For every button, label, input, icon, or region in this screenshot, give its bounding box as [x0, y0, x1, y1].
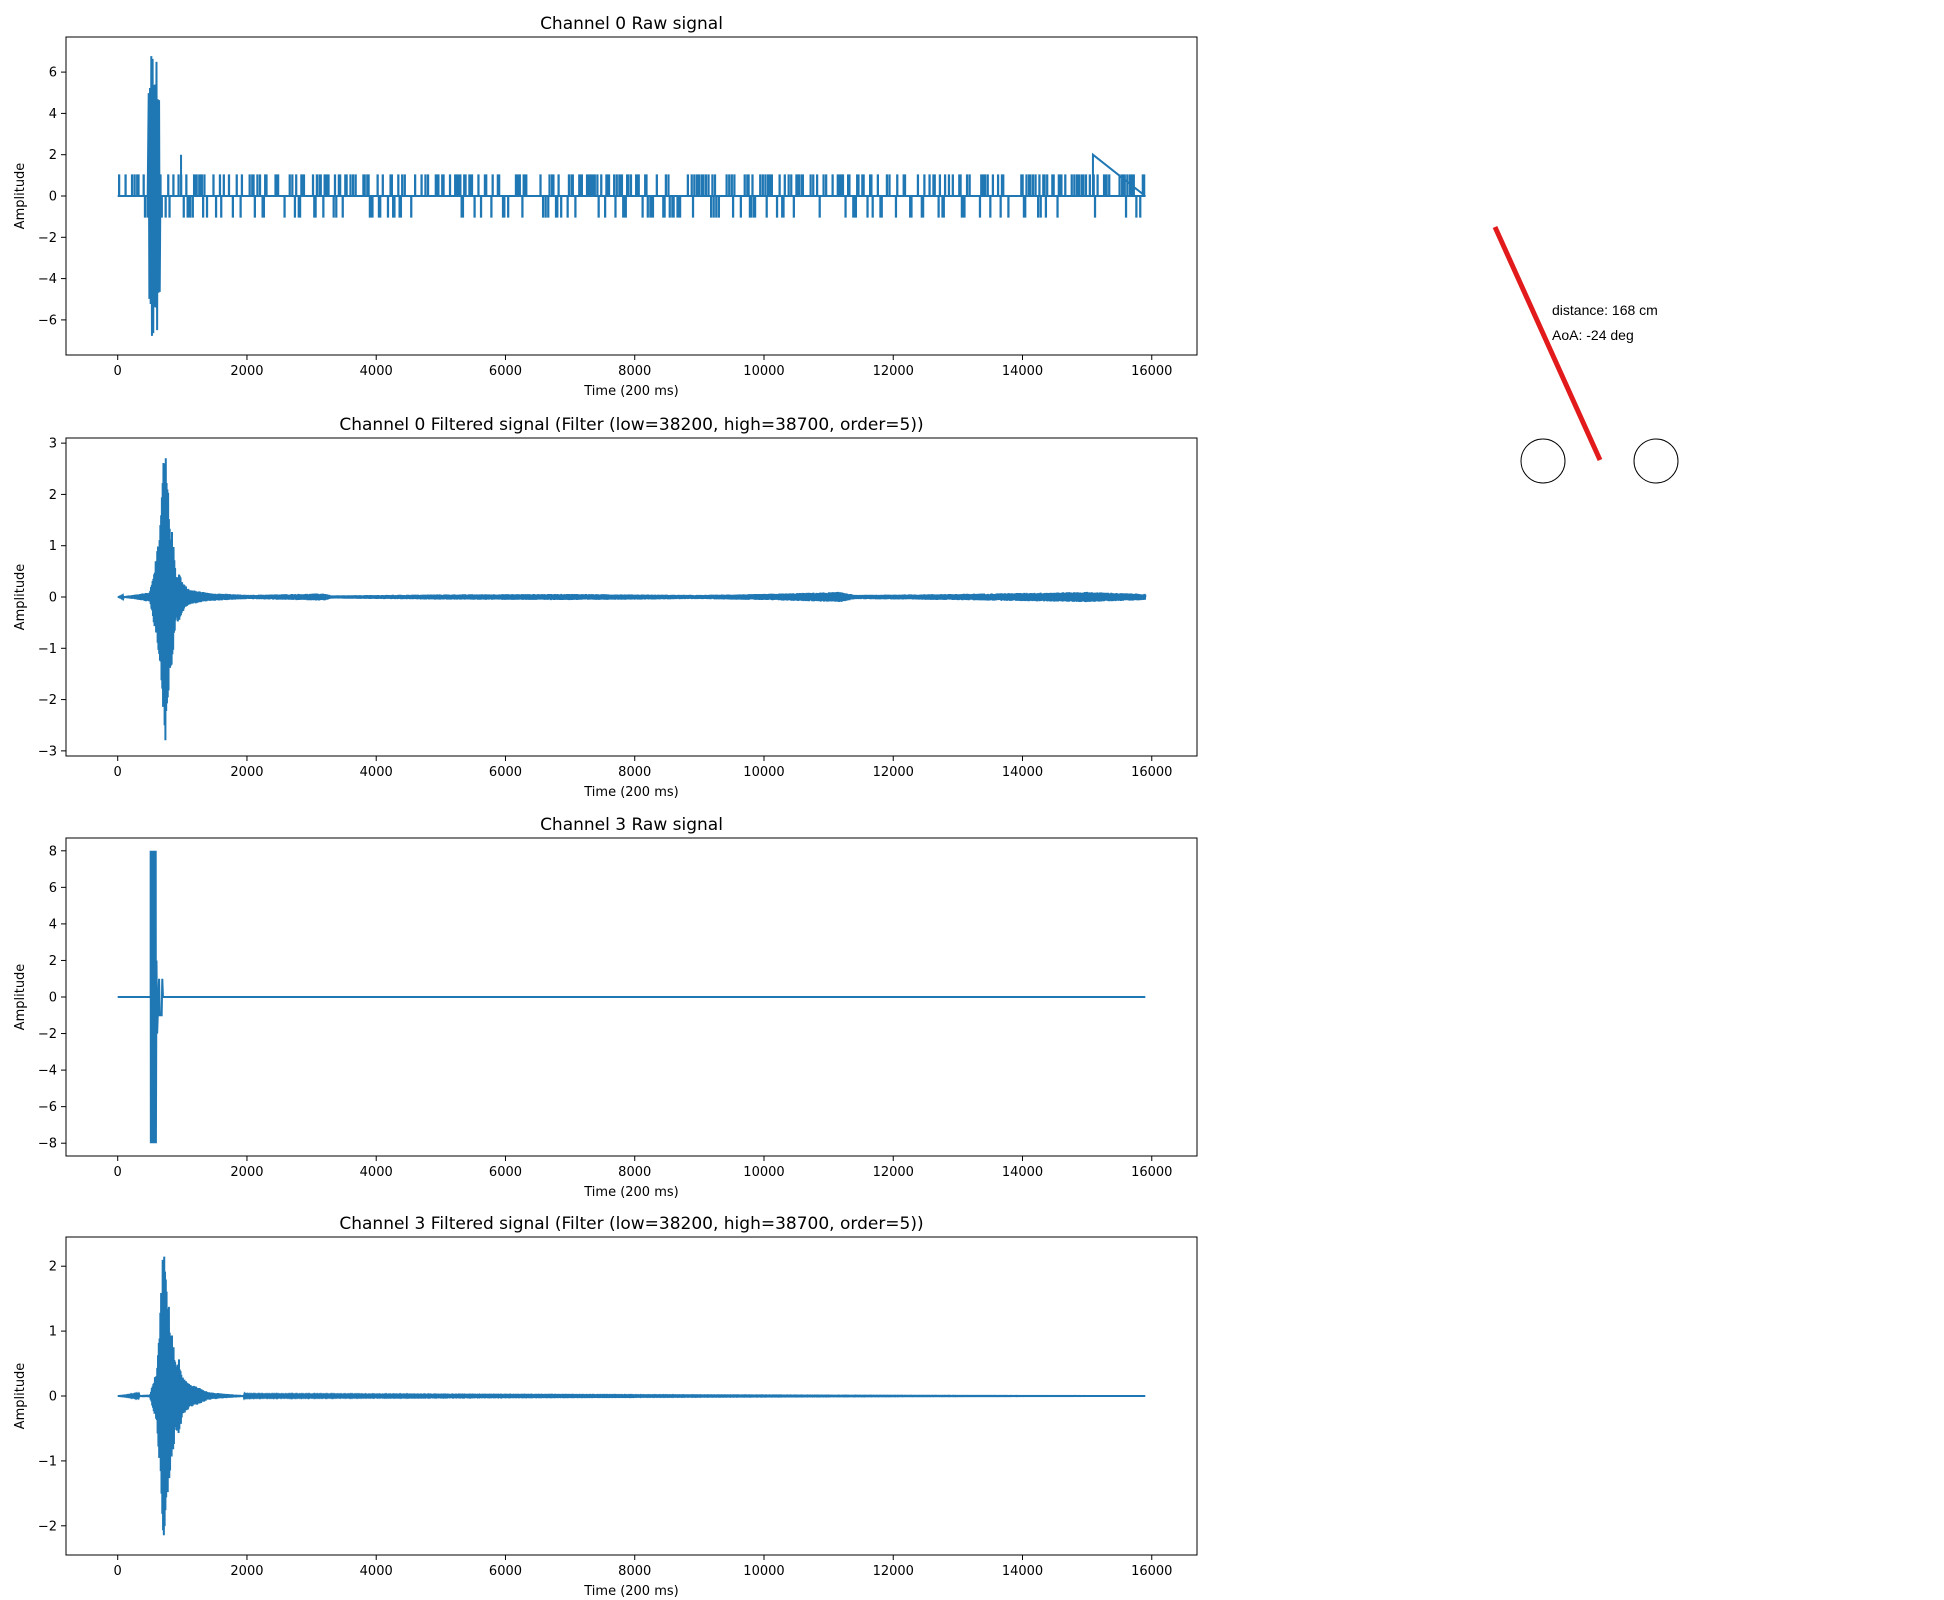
y-axis-label: Amplitude: [13, 964, 28, 1031]
y-tick-label: −2: [38, 231, 57, 246]
x-tick-label: 4000: [360, 1564, 393, 1579]
y-tick-label: 2: [49, 488, 57, 503]
x-tick-label: 14000: [1002, 1564, 1043, 1579]
y-tick-label: 1: [49, 539, 57, 554]
x-tick-label: 2000: [230, 765, 263, 780]
y-tick-label: −1: [38, 1454, 57, 1469]
y-tick-label: −3: [38, 744, 57, 759]
y-tick-label: 0: [49, 190, 57, 205]
x-tick-label: 14000: [1002, 364, 1043, 379]
y-tick-label: −4: [38, 272, 57, 287]
distance-label: distance: 168 cm: [1552, 302, 1658, 318]
x-tick-label: 0: [114, 1165, 122, 1180]
x-tick-label: 2000: [230, 1564, 263, 1579]
chart-3: Channel 3 Filtered signal (Filter (low=3…: [13, 1214, 1198, 1599]
x-tick-label: 12000: [873, 1564, 914, 1579]
x-axis-label: Time (200 ms): [583, 1185, 678, 1200]
chart-title: Channel 3 Filtered signal (Filter (low=3…: [339, 1214, 923, 1234]
right-microphone-icon: [1633, 438, 1679, 484]
x-tick-label: 16000: [1131, 765, 1172, 780]
x-tick-label: 2000: [230, 1165, 263, 1180]
chart-title: Channel 0 Raw signal: [540, 14, 723, 34]
chart-1: Channel 0 Filtered signal (Filter (low=3…: [13, 415, 1198, 800]
x-tick-label: 8000: [618, 1165, 651, 1180]
y-tick-label: 2: [49, 1260, 57, 1275]
x-tick-label: 16000: [1131, 1165, 1172, 1180]
x-tick-label: 0: [114, 765, 122, 780]
y-tick-label: 0: [49, 991, 57, 1006]
x-tick-label: 10000: [743, 364, 784, 379]
y-tick-label: 4: [49, 917, 57, 932]
x-tick-label: 8000: [618, 1564, 651, 1579]
series-line: [117, 1256, 1146, 1536]
x-tick-label: 0: [114, 1564, 122, 1579]
x-tick-label: 6000: [489, 1165, 522, 1180]
y-tick-label: 8: [49, 844, 57, 859]
x-tick-label: 10000: [743, 765, 784, 780]
series-line: [117, 850, 1146, 1144]
y-tick-label: 1: [49, 1325, 57, 1340]
aoa-direction-line: [1492, 225, 1603, 462]
y-tick-label: −4: [38, 1064, 57, 1079]
y-tick-label: −6: [38, 313, 57, 328]
chart-title: Channel 0 Filtered signal (Filter (low=3…: [339, 415, 923, 435]
x-tick-label: 10000: [743, 1165, 784, 1180]
chart-0: Channel 0 Raw signal 0 2000 4000 6000 8000 100…: [13, 14, 1198, 399]
y-tick-label: −8: [38, 1137, 57, 1152]
x-tick-label: 14000: [1002, 765, 1043, 780]
y-tick-label: −1: [38, 642, 57, 657]
x-tick-label: 8000: [618, 765, 651, 780]
series-line: [117, 56, 1146, 336]
x-tick-label: 12000: [873, 765, 914, 780]
y-tick-label: −2: [38, 1027, 57, 1042]
x-tick-label: 12000: [873, 364, 914, 379]
series-line: [117, 458, 1147, 741]
x-axis-label: Time (200 ms): [583, 1584, 678, 1599]
x-tick-label: 6000: [489, 765, 522, 780]
x-tick-label: 12000: [873, 1165, 914, 1180]
x-tick-label: 8000: [618, 364, 651, 379]
x-tick-label: 16000: [1131, 1564, 1172, 1579]
chart-2: Channel 3 Raw signal 0 2000 4000 6000 8000 100…: [13, 815, 1198, 1200]
x-tick-label: 6000: [489, 364, 522, 379]
x-tick-label: 6000: [489, 1564, 522, 1579]
y-tick-label: −6: [38, 1100, 57, 1115]
x-tick-label: 2000: [230, 364, 263, 379]
chart-title: Channel 3 Raw signal: [540, 815, 723, 835]
x-tick-label: 4000: [360, 1165, 393, 1180]
y-tick-label: 0: [49, 1390, 57, 1405]
aoa-panel: distance: 168 cm AoA: -24 deg: [1460, 210, 1720, 500]
x-tick-label: 14000: [1002, 1165, 1043, 1180]
x-axis-label: Time (200 ms): [583, 384, 678, 399]
y-tick-label: 2: [49, 954, 57, 969]
y-tick-label: 6: [49, 881, 57, 896]
left-microphone-icon: [1520, 438, 1566, 484]
aoa-diagram: [1492, 225, 1679, 484]
y-tick-label: 3: [49, 437, 57, 452]
y-tick-label: −2: [38, 693, 57, 708]
y-axis-label: Amplitude: [13, 564, 28, 631]
x-tick-label: 0: [114, 364, 122, 379]
x-tick-label: 10000: [743, 1564, 784, 1579]
x-tick-label: 4000: [360, 765, 393, 780]
y-tick-label: 4: [49, 107, 57, 122]
aoa-label: AoA: -24 deg: [1552, 327, 1634, 343]
x-axis-label: Time (200 ms): [583, 785, 678, 800]
y-tick-label: −2: [38, 1519, 57, 1534]
y-axis-label: Amplitude: [13, 1363, 28, 1430]
y-tick-label: 2: [49, 148, 57, 163]
x-tick-label: 4000: [360, 364, 393, 379]
x-tick-label: 16000: [1131, 364, 1172, 379]
y-axis-label: Amplitude: [13, 163, 28, 230]
y-tick-label: 6: [49, 66, 57, 81]
y-tick-label: 0: [49, 591, 57, 606]
